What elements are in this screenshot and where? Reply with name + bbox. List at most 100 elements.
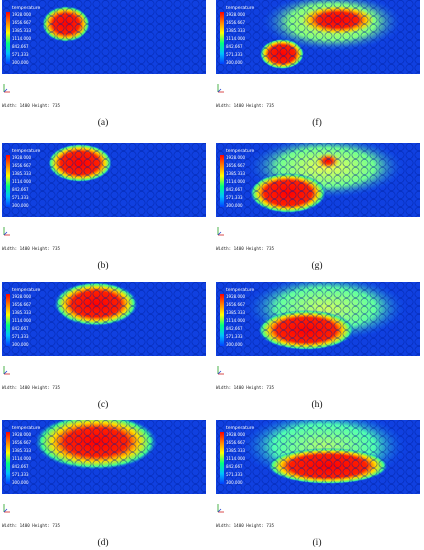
colorbar-tick: 1656.667 — [12, 20, 32, 25]
colorbar — [220, 432, 224, 484]
size-label: Width: 1400 Height: 735 — [2, 523, 60, 528]
colorbar-tick: 1928.000 — [12, 12, 32, 17]
size-label: Width: 1400 Height: 735 — [2, 246, 60, 251]
colorbar-tick: 1656.667 — [12, 163, 32, 168]
panel-caption: (c) — [97, 400, 109, 410]
size-label: Width: 1400 Height: 735 — [216, 103, 274, 108]
panel-caption: (f) — [312, 118, 322, 128]
colorbar-tick: 842.667 — [226, 187, 243, 192]
colorbar-title: temperature — [12, 6, 41, 11]
colorbar-title: temperature — [226, 149, 255, 154]
size-label: Width: 1400 Height: 735 — [216, 523, 274, 528]
size-label: Width: 1400 Height: 735 — [216, 385, 274, 390]
colorbar-tick: 1385.333 — [226, 310, 246, 315]
axis-triad-icon — [3, 227, 10, 236]
colorbar-title: temperature — [12, 288, 41, 293]
panel-a: temperature 1928.000 1656.667 1385.333 1… — [0, 0, 206, 130]
temperature-plot — [2, 420, 206, 494]
panel-d: temperature 1928.000 1656.667 1385.333 1… — [0, 420, 206, 550]
temperature-plot — [216, 282, 420, 356]
colorbar-title: temperature — [12, 426, 41, 431]
colorbar-tick: 1928.000 — [12, 432, 32, 437]
temperature-plot — [2, 0, 206, 74]
colorbar-tick: 1928.000 — [12, 155, 32, 160]
colorbar-tick: 1114.000 — [226, 456, 246, 461]
colorbar-tick: 842.667 — [12, 187, 29, 192]
colorbar-tick: 1385.333 — [12, 28, 32, 33]
colorbar-tick: 1385.333 — [12, 448, 32, 453]
colorbar-title: temperature — [226, 288, 255, 293]
panel-caption: (i) — [312, 538, 322, 548]
colorbar-tick: 1656.667 — [226, 302, 246, 307]
colorbar-tick: 1656.667 — [12, 440, 32, 445]
colorbar-tick: 571.333 — [12, 195, 29, 200]
colorbar-tick: 842.667 — [226, 326, 243, 331]
panel-caption: (h) — [311, 400, 323, 410]
colorbar-tick: 571.333 — [226, 472, 243, 477]
colorbar-tick: 571.333 — [226, 52, 243, 57]
colorbar — [6, 155, 10, 207]
colorbar — [6, 294, 10, 346]
temperature-plot — [216, 143, 420, 217]
colorbar-tick: 1114.000 — [12, 36, 32, 41]
colorbar-tick: 842.667 — [12, 44, 29, 49]
axis-triad-icon — [217, 227, 224, 236]
colorbar-tick: 1385.333 — [12, 171, 32, 176]
panel-f: temperature 1928.000 1656.667 1385.333 1… — [214, 0, 420, 130]
colorbar-tick: 1656.667 — [12, 302, 32, 307]
colorbar-tick: 571.333 — [12, 52, 29, 57]
colorbar-tick: 1928.000 — [12, 294, 32, 299]
colorbar-tick: 1928.000 — [226, 12, 246, 17]
colorbar-tick: 842.667 — [226, 464, 243, 469]
colorbar-tick: 1385.333 — [226, 171, 246, 176]
colorbar-tick: 300.000 — [12, 480, 29, 485]
colorbar-tick: 1656.667 — [226, 163, 246, 168]
colorbar-tick: 300.000 — [12, 203, 29, 208]
temperature-plot — [216, 0, 420, 74]
axis-triad-icon — [3, 366, 10, 375]
colorbar-tick: 300.000 — [12, 342, 29, 347]
colorbar-tick: 1656.667 — [226, 20, 246, 25]
panel-caption: (d) — [97, 538, 109, 548]
colorbar-tick: 1385.333 — [12, 310, 32, 315]
colorbar-tick: 300.000 — [12, 60, 29, 65]
colorbar-tick: 1114.000 — [12, 456, 32, 461]
size-label: Width: 1400 Height: 735 — [2, 103, 60, 108]
colorbar-tick: 1114.000 — [12, 179, 32, 184]
axis-triad-icon — [3, 504, 10, 513]
temperature-plot — [216, 420, 420, 494]
colorbar-tick: 1114.000 — [226, 179, 246, 184]
panel-g: temperature 1928.000 1656.667 1385.333 1… — [214, 143, 420, 273]
colorbar-tick: 571.333 — [12, 334, 29, 339]
panel-h: temperature 1928.000 1656.667 1385.333 1… — [214, 282, 420, 412]
colorbar — [6, 12, 10, 64]
axis-triad-icon — [3, 84, 10, 93]
colorbar-tick: 571.333 — [226, 334, 243, 339]
colorbar-title: temperature — [12, 149, 41, 154]
colorbar-tick: 300.000 — [226, 480, 243, 485]
panel-caption: (a) — [97, 118, 109, 128]
colorbar — [220, 294, 224, 346]
colorbar-title: temperature — [226, 6, 255, 11]
colorbar-tick: 842.667 — [12, 326, 29, 331]
colorbar-tick: 1928.000 — [226, 432, 246, 437]
colorbar-tick: 842.667 — [12, 464, 29, 469]
colorbar-tick: 1114.000 — [226, 318, 246, 323]
colorbar-tick: 571.333 — [12, 472, 29, 477]
temperature-plot — [2, 143, 206, 217]
colorbar-tick: 842.667 — [226, 44, 243, 49]
colorbar-tick: 300.000 — [226, 60, 243, 65]
colorbar-tick: 1656.667 — [226, 440, 246, 445]
axis-triad-icon — [217, 504, 224, 513]
colorbar-tick: 1114.000 — [226, 36, 246, 41]
colorbar-tick: 1385.333 — [226, 448, 246, 453]
colorbar — [6, 432, 10, 484]
panel-i: temperature 1928.000 1656.667 1385.333 1… — [214, 420, 420, 550]
size-label: Width: 1400 Height: 735 — [2, 385, 60, 390]
colorbar — [220, 155, 224, 207]
colorbar — [220, 12, 224, 64]
temperature-plot — [2, 282, 206, 356]
size-label: Width: 1400 Height: 735 — [216, 246, 274, 251]
colorbar-tick: 1928.000 — [226, 294, 246, 299]
axis-triad-icon — [217, 366, 224, 375]
